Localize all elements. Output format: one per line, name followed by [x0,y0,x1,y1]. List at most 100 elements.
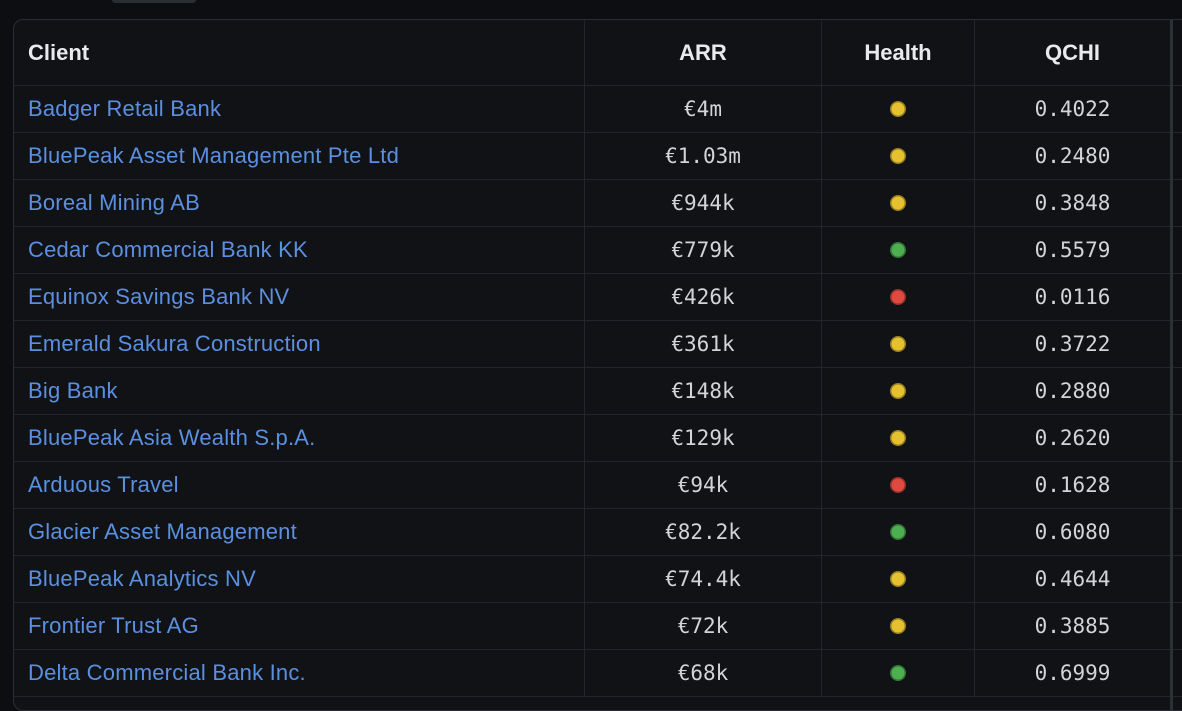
arr-value: €94k [677,473,729,497]
column-header-qchi-label: QCHI [1045,39,1100,65]
client-link[interactable]: BluePeak Asset Management Pte Ltd [28,143,400,168]
table-row-overflow-cell [1171,133,1182,180]
table-row-arr-cell: €74.4k [585,556,822,603]
qchi-value: 0.1628 [1034,473,1111,497]
table-row-qchi-cell: 0.2620 [975,415,1171,462]
health-status-icon [890,195,906,211]
table-row-health-cell [822,86,975,133]
table-row-client-cell[interactable]: BluePeak Asset Management Pte Ltd [14,133,585,180]
table-row-overflow-cell [1171,462,1182,509]
health-status-icon [890,524,906,540]
column-header-client-label: Client [28,39,90,65]
client-link[interactable]: Equinox Savings Bank NV [28,284,290,309]
table-row-health-cell [822,368,975,415]
table-row-arr-cell: €944k [585,180,822,227]
table-row-arr-cell: €1.03m [585,133,822,180]
client-link[interactable]: BluePeak Analytics NV [28,566,256,591]
table-row-overflow-cell [1171,556,1182,603]
client-link[interactable]: Emerald Sakura Construction [28,331,321,356]
table-row-overflow-cell [1171,86,1182,133]
qchi-value: 0.4644 [1034,567,1111,591]
column-header-qchi[interactable]: QCHI [975,20,1171,86]
table-row-client-cell[interactable]: Equinox Savings Bank NV [14,274,585,321]
table-row-qchi-cell: 0.2880 [975,368,1171,415]
table-row-health-cell [822,462,975,509]
table-row-overflow-cell [1171,321,1182,368]
health-status-icon [890,242,906,258]
table-row-client-cell[interactable]: Cedar Commercial Bank KK [14,227,585,274]
arr-value: €4m [684,97,722,121]
health-status-icon [890,336,906,352]
table-row-client-cell[interactable]: BluePeak Analytics NV [14,556,585,603]
client-link[interactable]: Badger Retail Bank [28,96,222,121]
table-row-client-cell[interactable]: Frontier Trust AG [14,603,585,650]
table-row-arr-cell: €129k [585,415,822,462]
table-grid: Client ARR Health QCHI Badger Retail Ban… [14,20,1182,697]
table-row-health-cell [822,274,975,321]
table-row-arr-cell: €72k [585,603,822,650]
client-link[interactable]: Delta Commercial Bank Inc. [28,660,306,685]
table-row-client-cell[interactable]: Glacier Asset Management [14,509,585,556]
client-link[interactable]: Arduous Travel [28,472,179,497]
qchi-value: 0.6080 [1034,520,1111,544]
health-status-icon [890,665,906,681]
top-tab-indicator [112,0,196,3]
table-row-qchi-cell: 0.3885 [975,603,1171,650]
table-row-health-cell [822,415,975,462]
column-header-health[interactable]: Health [822,20,975,86]
table-row-qchi-cell: 0.4022 [975,86,1171,133]
column-header-arr[interactable]: ARR [585,20,822,86]
table-row-overflow-cell [1171,227,1182,274]
table-row-overflow-cell [1171,180,1182,227]
client-link[interactable]: Big Bank [28,378,118,403]
client-link[interactable]: Cedar Commercial Bank KK [28,237,308,262]
table-row-arr-cell: €148k [585,368,822,415]
arr-value: €1.03m [665,144,741,168]
table-row-qchi-cell: 0.5579 [975,227,1171,274]
table-scrollbar-edge[interactable] [1170,20,1173,710]
table-row-qchi-cell: 0.3848 [975,180,1171,227]
table-row-qchi-cell: 0.6080 [975,509,1171,556]
table-row-client-cell[interactable]: Boreal Mining AB [14,180,585,227]
qchi-value: 0.6999 [1034,661,1111,685]
column-header-arr-label: ARR [679,39,727,65]
table-row-arr-cell: €4m [585,86,822,133]
arr-value: €72k [677,614,729,638]
column-header-health-label: Health [864,39,932,65]
health-status-icon [890,477,906,493]
arr-value: €68k [677,661,729,685]
table-row-qchi-cell: 0.6999 [975,650,1171,697]
table-row-client-cell[interactable]: Delta Commercial Bank Inc. [14,650,585,697]
client-link[interactable]: Frontier Trust AG [28,613,199,638]
qchi-value: 0.3722 [1034,332,1111,356]
qchi-value: 0.3848 [1034,191,1111,215]
arr-value: €148k [671,379,735,403]
arr-value: €129k [671,426,735,450]
clients-table: Client ARR Health QCHI Badger Retail Ban… [13,19,1182,711]
table-row-qchi-cell: 0.3722 [975,321,1171,368]
table-row-arr-cell: €94k [585,462,822,509]
qchi-value: 0.0116 [1034,285,1111,309]
table-row-qchi-cell: 0.2480 [975,133,1171,180]
health-status-icon [890,571,906,587]
client-link[interactable]: Boreal Mining AB [28,190,200,215]
table-row-client-cell[interactable]: Badger Retail Bank [14,86,585,133]
health-status-icon [890,101,906,117]
client-link[interactable]: BluePeak Asia Wealth S.p.A. [28,425,316,450]
arr-value: €944k [671,191,735,215]
table-row-client-cell[interactable]: Big Bank [14,368,585,415]
table-row-arr-cell: €82.2k [585,509,822,556]
table-row-overflow-cell [1171,650,1182,697]
table-row-overflow-cell [1171,415,1182,462]
column-header-client[interactable]: Client [14,20,585,86]
table-row-qchi-cell: 0.1628 [975,462,1171,509]
table-row-health-cell [822,180,975,227]
table-row-client-cell[interactable]: BluePeak Asia Wealth S.p.A. [14,415,585,462]
arr-value: €426k [671,285,735,309]
table-row-overflow-cell [1171,603,1182,650]
table-row-client-cell[interactable]: Emerald Sakura Construction [14,321,585,368]
table-row-client-cell[interactable]: Arduous Travel [14,462,585,509]
client-link[interactable]: Glacier Asset Management [28,519,297,544]
health-status-icon [890,289,906,305]
table-row-health-cell [822,133,975,180]
